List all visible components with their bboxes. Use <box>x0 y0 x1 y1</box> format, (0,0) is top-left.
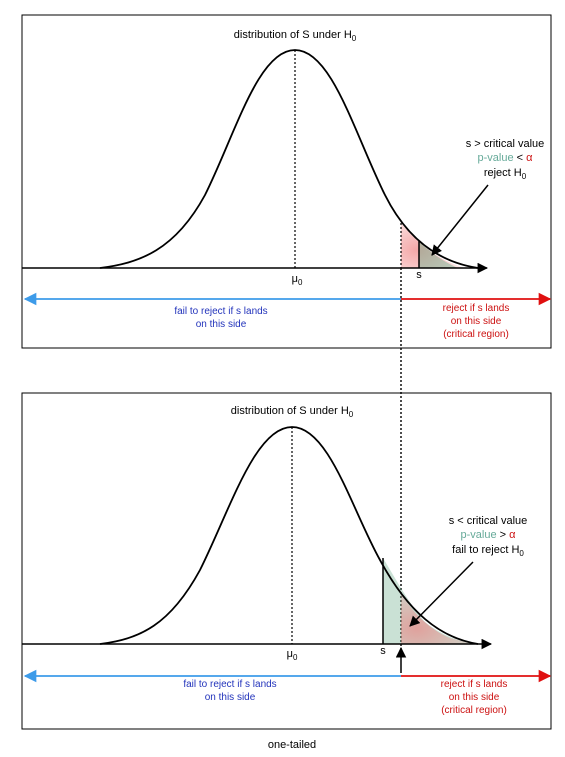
bottom-annotation-line2: p-value > α <box>461 529 517 541</box>
top-mu-label: μ0 <box>292 273 303 287</box>
caption: one-tailed <box>268 739 316 751</box>
bottom-mu-label: μ0 <box>287 648 298 662</box>
top-reject-text-2: on this side <box>451 316 502 327</box>
bottom-s-label: s <box>380 645 386 657</box>
top-annotation-line2: p-value < α <box>478 152 534 164</box>
bottom-title: distribution of S under H0 <box>231 405 354 419</box>
bottom-reject-text-1: reject if s lands <box>441 679 508 690</box>
bottom-reject-text-3: (critical region) <box>441 705 507 716</box>
top-reject-text-3: (critical region) <box>443 329 509 340</box>
top-title: distribution of S under H0 <box>234 29 357 43</box>
top-critical-region-shade <box>401 223 465 268</box>
top-annotation-line1: s > critical value <box>466 138 545 150</box>
top-fail-text-1: fail to reject if s lands <box>174 306 267 317</box>
bottom-annotation-line1: s < critical value <box>449 515 528 527</box>
bottom-bell-curve <box>99 426 479 645</box>
bottom-reject-text-2: on this side <box>449 692 500 703</box>
top-annotation-arrow <box>431 184 489 256</box>
top-s-label: s <box>416 269 422 281</box>
bottom-fail-text-1: fail to reject if s lands <box>183 679 276 690</box>
bottom-panel: distribution of S under H0 μ0 s s < crit… <box>21 392 552 730</box>
top-panel-frame <box>21 14 552 349</box>
top-fail-text-2: on this side <box>196 319 247 330</box>
top-panel: distribution of S under H0 μ0 s s > crit… <box>21 14 552 349</box>
bottom-panel-frame <box>21 392 552 730</box>
bottom-fail-text-2: on this side <box>205 692 256 703</box>
bottom-annotation-line3: fail to reject H0 <box>452 544 524 558</box>
top-annotation-line3: reject H0 <box>484 167 527 181</box>
top-pvalue-shade <box>419 241 458 268</box>
top-reject-text-1: reject if s lands <box>443 303 510 314</box>
bottom-annotation-arrow <box>409 561 474 627</box>
bottom-critical-region-shade <box>401 593 480 644</box>
